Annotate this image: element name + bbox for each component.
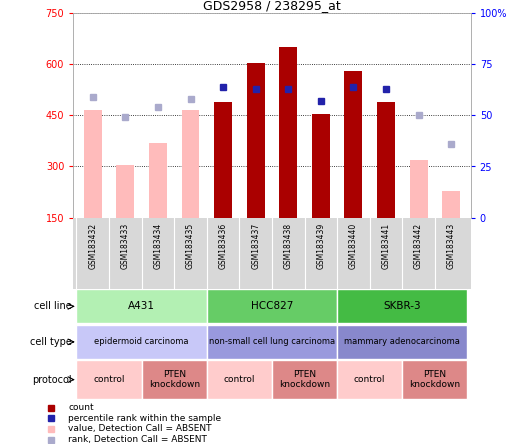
Text: A431: A431	[128, 301, 155, 311]
Text: rank, Detection Call = ABSENT: rank, Detection Call = ABSENT	[68, 435, 207, 444]
Bar	[207, 325, 337, 359]
Text: mammary adenocarcinoma: mammary adenocarcinoma	[344, 337, 460, 346]
Bar	[76, 361, 142, 399]
Text: epidermoid carcinoma: epidermoid carcinoma	[94, 337, 189, 346]
Bar	[279, 48, 297, 218]
Text: HCC827: HCC827	[251, 301, 293, 311]
Bar	[76, 325, 207, 359]
Text: cell line: cell line	[34, 301, 72, 311]
Title: GDS2958 / 238295_at: GDS2958 / 238295_at	[203, 0, 341, 12]
Bar	[312, 114, 330, 218]
Text: GSM183441: GSM183441	[381, 223, 391, 270]
Text: PTEN
knockdown: PTEN knockdown	[279, 370, 330, 389]
Bar	[337, 289, 468, 323]
Text: control: control	[354, 375, 385, 384]
Text: GSM183442: GSM183442	[414, 223, 423, 270]
Bar	[207, 289, 337, 323]
Bar	[410, 160, 427, 218]
Text: PTEN
knockdown: PTEN knockdown	[410, 370, 460, 389]
Text: count: count	[68, 403, 94, 412]
Text: cell type: cell type	[30, 337, 72, 347]
Text: GSM183434: GSM183434	[153, 223, 163, 270]
Bar	[117, 165, 134, 218]
Text: value, Detection Call = ABSENT: value, Detection Call = ABSENT	[68, 424, 212, 433]
Bar	[337, 361, 402, 399]
Bar	[377, 102, 395, 218]
Bar	[337, 325, 468, 359]
Bar	[272, 361, 337, 399]
Bar	[207, 361, 272, 399]
Text: GSM183439: GSM183439	[316, 223, 325, 270]
Bar	[84, 111, 102, 218]
Bar	[247, 63, 265, 218]
Bar	[402, 361, 468, 399]
Text: GSM183443: GSM183443	[447, 223, 456, 270]
Text: percentile rank within the sample: percentile rank within the sample	[68, 414, 221, 423]
Text: GSM183432: GSM183432	[88, 223, 97, 270]
Text: GSM183435: GSM183435	[186, 223, 195, 270]
Text: SKBR-3: SKBR-3	[383, 301, 421, 311]
Bar	[214, 102, 232, 218]
Text: non-small cell lung carcinoma: non-small cell lung carcinoma	[209, 337, 335, 346]
Text: control: control	[93, 375, 125, 384]
Text: control: control	[224, 375, 255, 384]
Text: GSM183438: GSM183438	[284, 223, 293, 270]
Bar	[181, 111, 199, 218]
Bar	[149, 143, 167, 218]
Text: GSM183433: GSM183433	[121, 223, 130, 270]
Bar	[345, 71, 362, 218]
Text: PTEN
knockdown: PTEN knockdown	[149, 370, 200, 389]
Text: GSM183440: GSM183440	[349, 223, 358, 270]
Bar	[442, 191, 460, 218]
Text: protocol: protocol	[32, 375, 72, 385]
Text: GSM183437: GSM183437	[251, 223, 260, 270]
Text: GSM183436: GSM183436	[219, 223, 228, 270]
Bar	[142, 361, 207, 399]
Bar	[76, 289, 207, 323]
